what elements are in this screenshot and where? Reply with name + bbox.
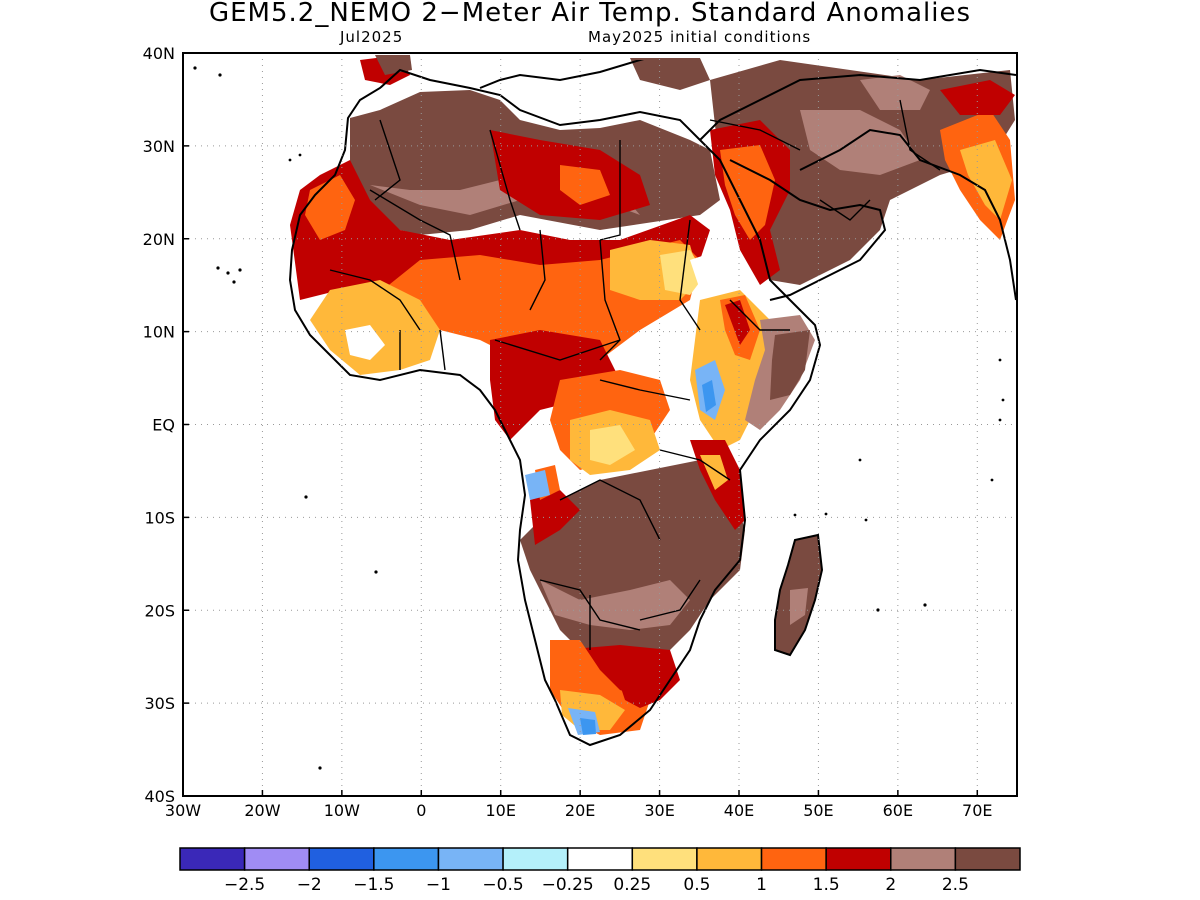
anomaly-field	[290, 55, 1015, 735]
colorbar-label: −0.5	[482, 875, 523, 895]
lon-tick-label: 20E	[565, 801, 595, 820]
colorbar-swatch	[760, 847, 827, 871]
colorbar-label: 0.5	[683, 875, 710, 895]
colorbar-label: −2.5	[224, 875, 265, 895]
country-borders	[329, 99, 941, 650]
colorbar-swatch	[373, 847, 440, 871]
colorbar-swatch	[954, 847, 1021, 871]
lat-tick-label: 20N	[143, 230, 175, 249]
lat-tick-label: 30N	[143, 137, 175, 156]
colorbar-label: 2.5	[942, 875, 969, 895]
lon-tick-label: 30E	[644, 801, 674, 820]
colorbar-swatch	[243, 847, 310, 871]
colorbar: −2.5 −2 −1.5 −1 −0.5 −0.25 0.25 0.5 1 1.5 2 2.5	[179, 847, 1021, 895]
lon-tick-label: 30W	[165, 801, 201, 820]
colorbar-swatch	[631, 847, 698, 871]
map-title: GEM5.2_NEMO 2−Meter Air Temp. Standard A…	[208, 0, 972, 28]
coastline	[288, 60, 1016, 747]
latitude-axis: 40N 30N 20N 10N EQ 10S 20S 30S 40S	[143, 44, 189, 806]
lat-tick-label: EQ	[152, 416, 175, 435]
colorbar-swatch	[308, 847, 375, 871]
target-month-label: Jul2025	[340, 28, 404, 46]
lat-tick-label: 20S	[144, 601, 175, 620]
lat-tick-label: 10N	[143, 323, 175, 342]
colorbar-label: −1	[426, 875, 451, 895]
colorbar-swatch	[696, 847, 763, 871]
colorbar-label: −0.25	[542, 875, 594, 895]
lat-tick-label: 40S	[144, 787, 175, 806]
lat-tick-label: 10S	[144, 508, 175, 527]
colorbar-label: 2	[885, 875, 896, 895]
lat-tick-label: 40N	[143, 44, 175, 63]
colorbar-label: 1.5	[813, 875, 840, 895]
islands	[193, 66, 1005, 770]
colorbar-label: −1.5	[353, 875, 394, 895]
lon-tick-label: 60E	[883, 801, 913, 820]
gridlines	[183, 53, 1017, 796]
longitude-axis: 30W 20W 10W 0 10E 20E 30E 40E 50E 60E 70E	[165, 790, 993, 820]
colorbar-swatch	[179, 847, 246, 871]
colorbar-label: 0.25	[613, 875, 651, 895]
lon-tick-label: 20W	[244, 801, 280, 820]
colorbar-label: 1	[756, 875, 767, 895]
lon-tick-label: 70E	[962, 801, 992, 820]
lon-tick-label: 50E	[803, 801, 833, 820]
lon-tick-label: 10W	[324, 801, 360, 820]
colorbar-label: −2	[297, 875, 322, 895]
colorbar-swatch	[502, 847, 569, 871]
colorbar-swatch	[437, 847, 504, 871]
colorbar-swatch	[890, 847, 957, 871]
lon-tick-label: 10E	[485, 801, 515, 820]
lon-tick-label: 40E	[724, 801, 754, 820]
colorbar-swatch	[566, 847, 634, 871]
lat-tick-label: 30S	[144, 694, 175, 713]
colorbar-swatch	[825, 847, 892, 871]
initial-conditions-label: May2025 initial conditions	[588, 28, 812, 46]
lon-tick-label: 0	[416, 801, 426, 820]
central-africa-anomaly	[490, 330, 620, 440]
